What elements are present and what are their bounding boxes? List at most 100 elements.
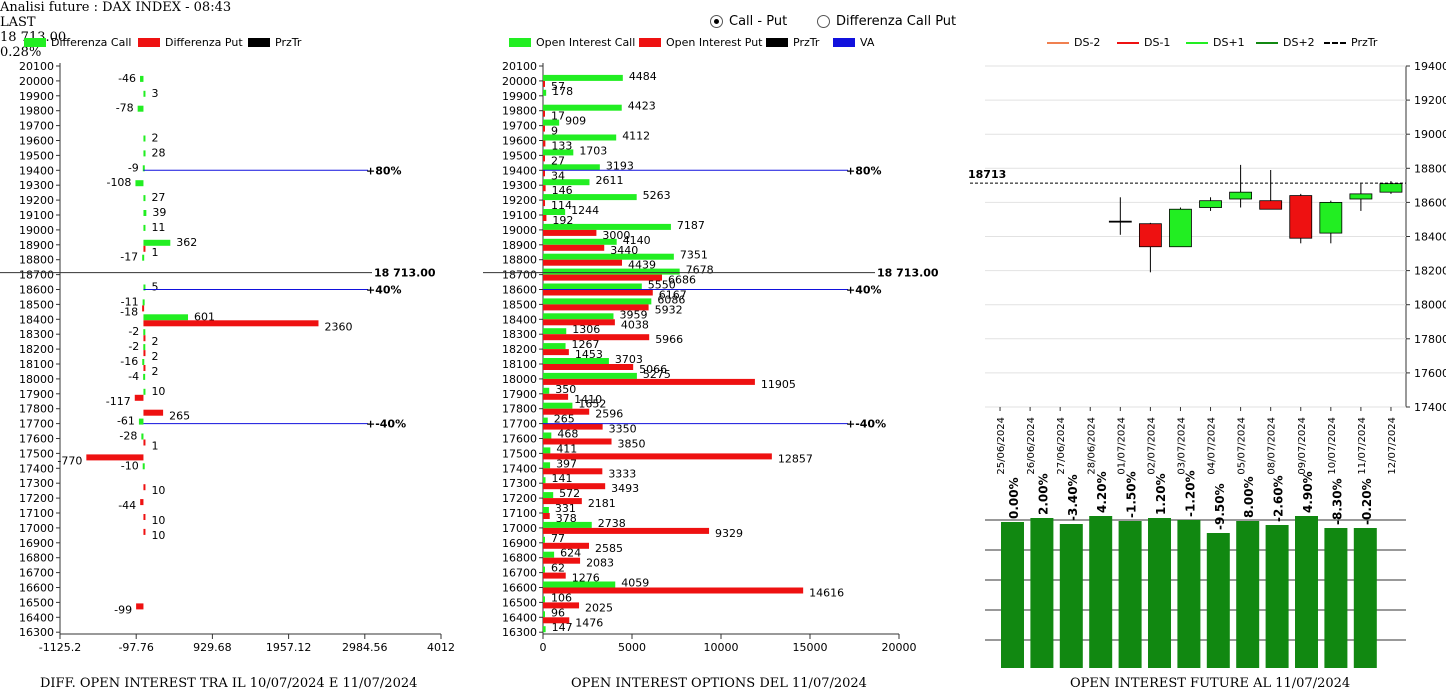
put-diff-label: -770 (57, 454, 82, 467)
put-diff-bar (143, 409, 164, 416)
y-tick-label-2: 18300 (502, 328, 537, 341)
y-tick-label-2: 18100 (502, 358, 537, 371)
put-oi-label: 14616 (809, 587, 844, 600)
call-oi-bar (543, 179, 590, 186)
put-oi-label: 34 (551, 169, 565, 182)
put-oi-label: 1276 (572, 572, 600, 585)
call-oi-label: 141 (552, 472, 573, 485)
call-oi-label: 7187 (677, 219, 705, 232)
y-tick-label-2: 16600 (502, 582, 537, 595)
candle-body (1319, 201, 1343, 234)
call-diff-label: -2 (128, 325, 139, 338)
legend-label: PrzTr (793, 36, 820, 49)
y-tick-label-1: 17900 (19, 388, 54, 401)
call-oi-bar (543, 596, 545, 603)
future-oi-bar (1265, 525, 1289, 668)
radio-call-put[interactable]: Call - Put (710, 14, 787, 29)
call-oi-bar (543, 387, 550, 394)
y-tick-label-2: 19500 (502, 149, 537, 162)
call-diff-bar (143, 329, 146, 336)
call-oi-bar (543, 551, 555, 558)
put-oi-label: 6167 (659, 289, 687, 302)
call-oi-label: 3959 (619, 308, 647, 321)
radio-call-put-label: Call - Put (729, 14, 788, 29)
put-diff-label: 1 (151, 246, 158, 259)
future-oi-bar (1001, 522, 1024, 668)
call-oi-label: 5275 (643, 368, 671, 381)
future-oi-bar (1324, 528, 1348, 668)
future-oi-bar (1059, 524, 1083, 668)
y-tick-label-1: 18400 (19, 313, 54, 326)
va-ref-label-1: +40% (366, 284, 402, 297)
call-oi-bar (543, 149, 574, 156)
put-oi-bar (543, 80, 545, 87)
put-oi-label: 2025 (585, 601, 613, 614)
y-tick-label-1: 18000 (19, 373, 54, 386)
call-diff-label: -17 (120, 251, 138, 264)
call-oi-bar (543, 268, 680, 275)
call-oi-label: 7351 (680, 249, 708, 262)
y-tick-label-1: 16600 (19, 582, 54, 595)
y-tick-label-2: 16800 (502, 552, 537, 565)
last-value: 18 713.00 (0, 30, 66, 45)
y-tick-label-1: 18800 (19, 254, 54, 267)
call-oi-bar (543, 104, 622, 111)
put-oi-label: 3850 (618, 438, 646, 451)
put-oi-label: 11905 (761, 378, 796, 391)
call-diff-bar (143, 284, 146, 291)
x-tick-label-1: -97.76 (118, 641, 153, 654)
put-diff-label: 10 (151, 529, 165, 542)
call-diff-bar (142, 299, 145, 306)
y-tick-label-2: 18800 (502, 254, 537, 267)
call-diff-label: 39 (152, 206, 166, 219)
y-tick-label-2: 18600 (502, 284, 537, 297)
radio-differenza[interactable]: Differenza Call Put (817, 14, 956, 29)
put-oi-label: 3493 (611, 482, 639, 495)
x-tick-label-1: 929.68 (193, 641, 232, 654)
y-tick-label-1: 19700 (19, 120, 54, 133)
call-diff-label: 3 (151, 87, 158, 100)
put-oi-label: 12857 (778, 452, 813, 465)
y-tick-label-2: 19200 (502, 194, 537, 207)
future-oi-change-label: 0.00% (1007, 477, 1021, 519)
call-diff-bar (142, 463, 145, 470)
y-tick-label-2: 17300 (502, 477, 537, 490)
put-oi-bar (543, 215, 547, 221)
call-oi-bar (543, 298, 652, 305)
price-line-label-2: 18 713.00 (877, 267, 939, 280)
call-diff-bar (143, 210, 147, 216)
call-diff-bar (143, 150, 146, 157)
y-tick-label-2: 18900 (502, 239, 537, 252)
call-oi-bar (543, 328, 567, 335)
call-oi-label: 96 (551, 606, 565, 619)
call-diff-label: 28 (152, 146, 166, 159)
y-tick-label-1: 17200 (19, 492, 54, 505)
put-oi-label: 5932 (655, 303, 683, 316)
call-oi-label: 4140 (623, 234, 651, 247)
date-tick-label: 04/07/2024 (1207, 417, 1218, 475)
y-tick-label-1: 20100 (19, 60, 54, 73)
put-diff-label: 2 (151, 335, 158, 348)
y-tick-label-1: 19600 (19, 135, 54, 148)
y-tick-label-1: 19100 (19, 209, 54, 222)
future-oi-bar (1118, 521, 1142, 668)
call-oi-bar (543, 432, 552, 439)
put-oi-bar (543, 229, 597, 236)
call-oi-label: 147 (552, 621, 573, 634)
legend-label: Differenza Call (51, 36, 132, 49)
call-oi-label: 2738 (598, 517, 626, 530)
put-oi-label: 17 (551, 110, 565, 123)
legend-line-icon (1256, 41, 1278, 44)
y-tick-label-2: 19700 (502, 120, 537, 133)
future-oi-change-label: -8.30% (1330, 478, 1344, 525)
va-ref-label-1: +-40% (366, 418, 406, 431)
put-oi-bar (543, 200, 546, 207)
put-oi-label: 27 (551, 154, 565, 167)
put-oi-label: 3350 (609, 423, 637, 436)
legend-ds-1: DS-1 (1117, 36, 1170, 49)
call-oi-label: 4059 (621, 577, 649, 590)
call-oi-bar (543, 492, 554, 499)
call-oi-bar (543, 611, 545, 618)
y-tick-label-1: 19900 (19, 90, 54, 103)
y-tick-label-2: 16300 (502, 626, 537, 639)
